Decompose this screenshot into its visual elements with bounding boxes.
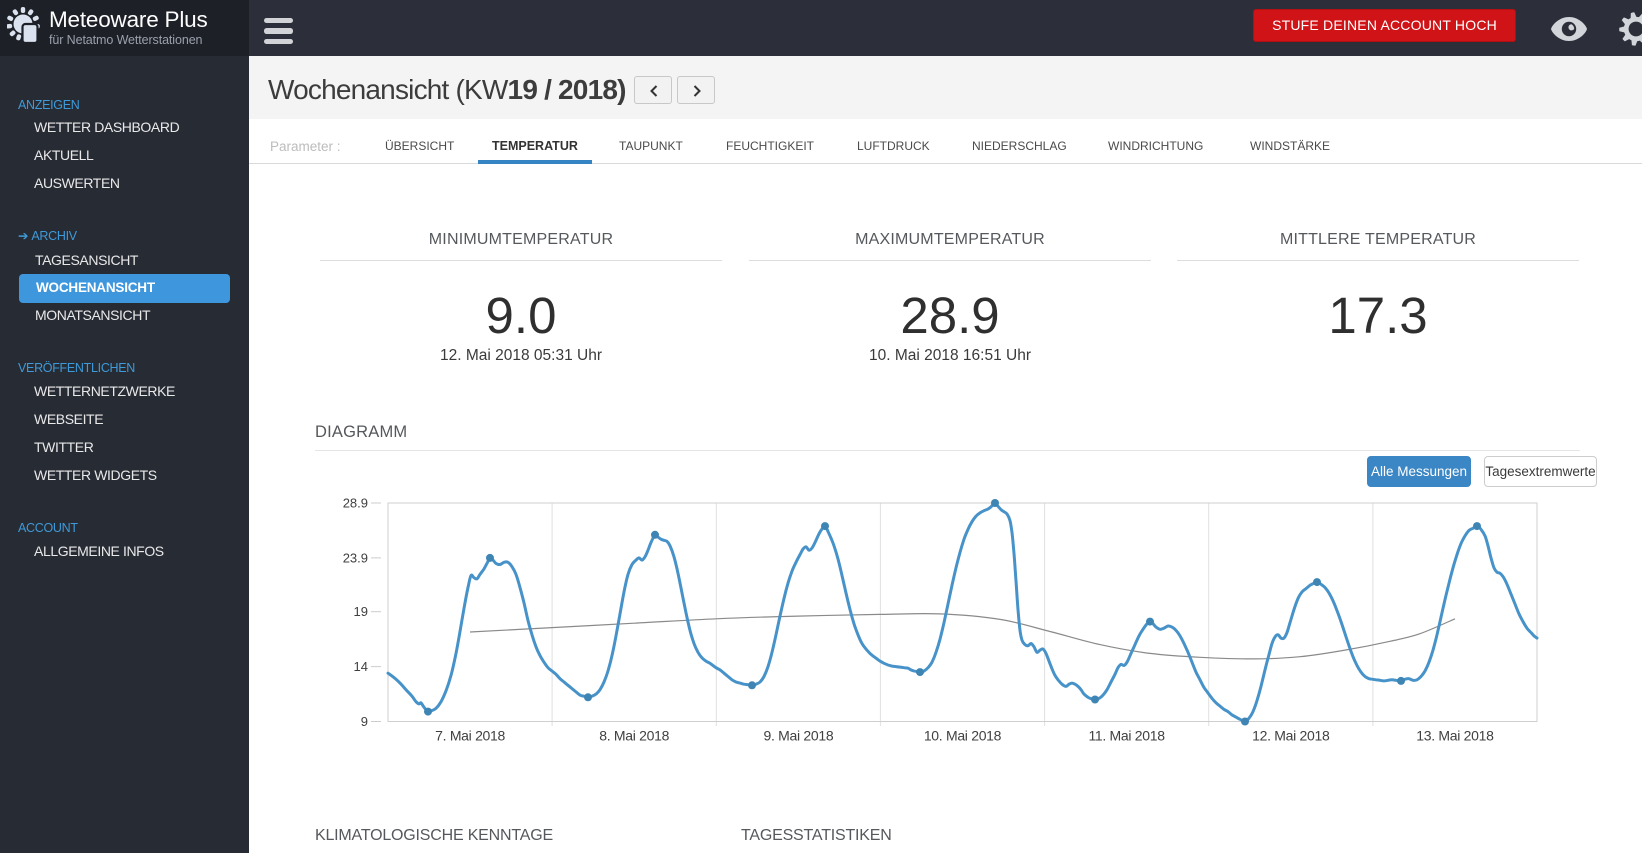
svg-text:13. Mai 2018: 13. Mai 2018 <box>1416 728 1494 744</box>
svg-text:8. Mai 2018: 8. Mai 2018 <box>599 728 669 744</box>
svg-text:12. Mai 2018: 12. Mai 2018 <box>1252 728 1330 744</box>
svg-text:28.9: 28.9 <box>343 496 368 511</box>
svg-text:9: 9 <box>361 714 368 729</box>
svg-text:19: 19 <box>354 604 368 619</box>
svg-text:7. Mai 2018: 7. Mai 2018 <box>435 728 505 744</box>
svg-text:11. Mai 2018: 11. Mai 2018 <box>1088 728 1165 744</box>
svg-text:9. Mai 2018: 9. Mai 2018 <box>763 728 833 744</box>
svg-text:23.9: 23.9 <box>343 550 368 565</box>
svg-text:10. Mai 2018: 10. Mai 2018 <box>924 728 1002 744</box>
svg-text:14: 14 <box>354 659 368 674</box>
